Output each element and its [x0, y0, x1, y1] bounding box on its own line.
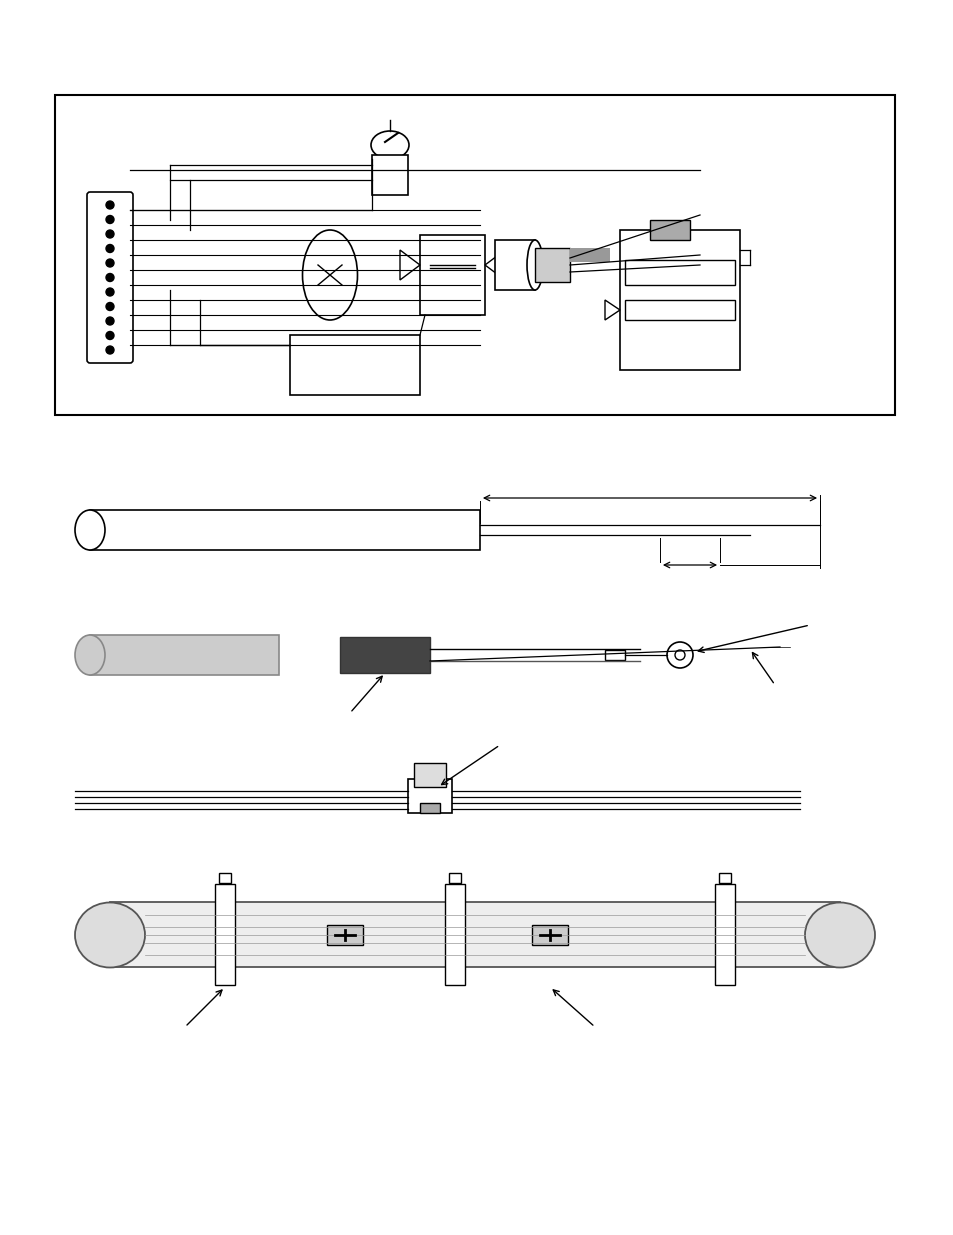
- Bar: [619, 230, 740, 370]
- Circle shape: [666, 642, 692, 668]
- Circle shape: [106, 273, 113, 282]
- Bar: [414, 763, 446, 787]
- Bar: [214, 884, 234, 986]
- Bar: [327, 925, 363, 945]
- Bar: [604, 650, 624, 659]
- Ellipse shape: [75, 510, 105, 550]
- Bar: [535, 248, 569, 282]
- Circle shape: [106, 317, 113, 325]
- Circle shape: [106, 245, 113, 252]
- Bar: [419, 803, 439, 813]
- Circle shape: [106, 346, 113, 354]
- Circle shape: [106, 303, 113, 310]
- Circle shape: [106, 215, 113, 224]
- Circle shape: [106, 259, 113, 267]
- Polygon shape: [484, 249, 504, 280]
- Polygon shape: [399, 249, 419, 280]
- Circle shape: [675, 650, 684, 659]
- Bar: [419, 235, 484, 315]
- Circle shape: [106, 230, 113, 238]
- Ellipse shape: [302, 230, 357, 320]
- Bar: [219, 873, 231, 883]
- FancyBboxPatch shape: [87, 191, 132, 363]
- Bar: [569, 248, 609, 262]
- Circle shape: [106, 288, 113, 296]
- Bar: [408, 779, 452, 813]
- Bar: [339, 637, 430, 673]
- Bar: [372, 156, 408, 195]
- Bar: [55, 95, 894, 415]
- Bar: [449, 873, 460, 883]
- Bar: [90, 510, 479, 550]
- Bar: [90, 635, 278, 676]
- Ellipse shape: [75, 903, 145, 967]
- Polygon shape: [604, 300, 619, 320]
- Bar: [624, 261, 734, 285]
- Bar: [495, 240, 535, 290]
- Bar: [290, 335, 419, 395]
- Bar: [444, 884, 464, 986]
- Ellipse shape: [75, 635, 105, 676]
- Circle shape: [106, 201, 113, 209]
- Ellipse shape: [371, 131, 409, 159]
- Bar: [719, 873, 730, 883]
- Bar: [649, 220, 689, 240]
- Ellipse shape: [804, 903, 874, 967]
- Circle shape: [106, 331, 113, 340]
- Bar: [624, 300, 734, 320]
- Ellipse shape: [526, 240, 542, 290]
- Bar: [714, 884, 734, 986]
- Bar: [532, 925, 567, 945]
- Bar: [110, 902, 840, 967]
